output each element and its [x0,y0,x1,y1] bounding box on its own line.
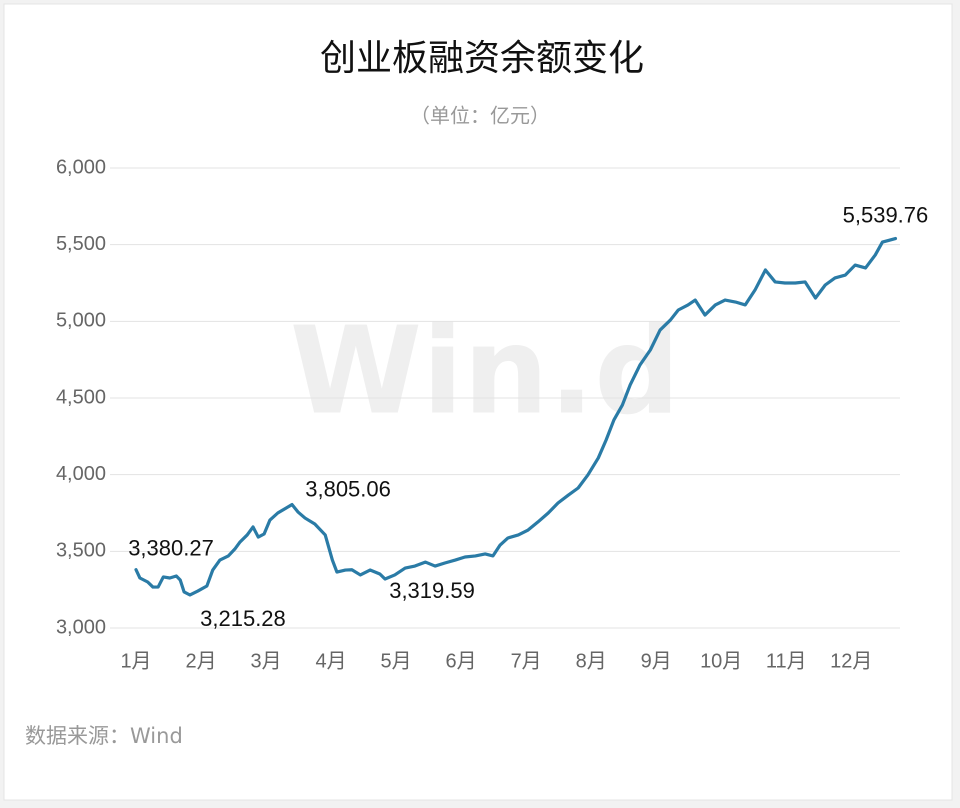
y-tick-label: 3,000 [56,616,106,638]
value-label: 3,215.28 [200,606,286,631]
x-tick-label: 9月 [641,650,672,672]
chart-subtitle: （单位：亿元） [410,104,550,128]
y-tick-label: 4,500 [56,386,106,408]
x-tick-label: 2月 [185,650,216,672]
x-tick-label: 6月 [446,650,477,672]
x-tick-label: 3月 [250,650,281,672]
source: 数据来源：Wind [25,724,183,748]
y-tick-label: 6,000 [56,156,106,178]
x-tick-label: 4月 [316,650,347,672]
watermark: Win.d [290,303,680,442]
grid [110,167,900,629]
x-tick-label: 5月 [381,650,412,672]
value-label: 5,539.76 [843,202,929,227]
x-tick-label: 12月 [830,650,872,672]
x-tick-label: 11月 [766,650,807,672]
y-tick-label: 5,000 [56,310,106,332]
y-tick-label: 4,000 [56,463,106,485]
value-label: 3,319.59 [389,578,475,603]
x-tick-label: 8月 [576,650,607,672]
line [134,236,898,597]
card [3,3,953,801]
value-label: 3,380.27 [128,536,214,561]
x-tick-label: 10月 [700,650,742,672]
y-tick-label: 5,500 [56,233,106,255]
chart-title: 创业板融资余额变化 [320,38,644,79]
y-tick-label: 3,500 [56,540,106,562]
x-tick-label: 7月 [511,650,542,672]
x-tick-label: 1月 [120,650,151,672]
value-label: 3,805.06 [305,476,391,501]
